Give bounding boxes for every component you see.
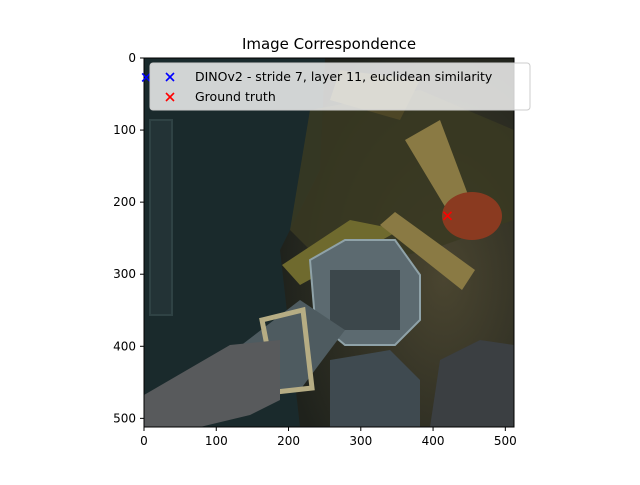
- chart-title: Image Correspondence: [242, 35, 416, 53]
- axes-frame: [143, 57, 515, 428]
- data-point-series-0: [141, 72, 151, 83]
- legend: DINOv2 - stride 7, layer 11, euclidean s…: [149, 62, 531, 111]
- legend-label-1: Ground truth: [195, 89, 276, 104]
- x-tick-label: 100: [205, 434, 228, 448]
- x-tick-label: 0: [140, 434, 148, 448]
- wall-frame: [149, 119, 173, 316]
- lantern-inner: [330, 270, 400, 330]
- legend-marker-1: [165, 92, 175, 102]
- legend-marker-0: [165, 72, 175, 82]
- orange-highlight: [442, 192, 502, 240]
- x-tick-label: 400: [422, 434, 445, 448]
- x-tick-label: 300: [349, 434, 372, 448]
- plank-yellow-2: [405, 120, 470, 215]
- y-tick-label: 500: [113, 411, 136, 425]
- x-tick-label: 500: [494, 434, 517, 448]
- data-points: [141, 72, 453, 221]
- y-tick-label: 400: [113, 339, 136, 353]
- left-hand: [144, 340, 280, 427]
- plank-yellow-3: [380, 212, 475, 290]
- legend-box: [149, 62, 531, 111]
- y-tick-label: 0: [128, 51, 136, 65]
- y-axis: 0 100 200 300 400 500: [113, 51, 144, 425]
- y-tick-label: 300: [113, 267, 136, 281]
- right-hand: [430, 340, 514, 427]
- x-tick-label: 200: [277, 434, 300, 448]
- y-tick-label: 100: [113, 123, 136, 137]
- background-image: [144, 58, 514, 427]
- legend-label-0: DINOv2 - stride 7, layer 11, euclidean s…: [195, 69, 493, 84]
- data-point-series-1: [442, 211, 453, 221]
- y-tick-label: 200: [113, 195, 136, 209]
- lantern-base: [330, 350, 420, 427]
- x-axis: 0 100 200 300 400 500: [140, 427, 517, 448]
